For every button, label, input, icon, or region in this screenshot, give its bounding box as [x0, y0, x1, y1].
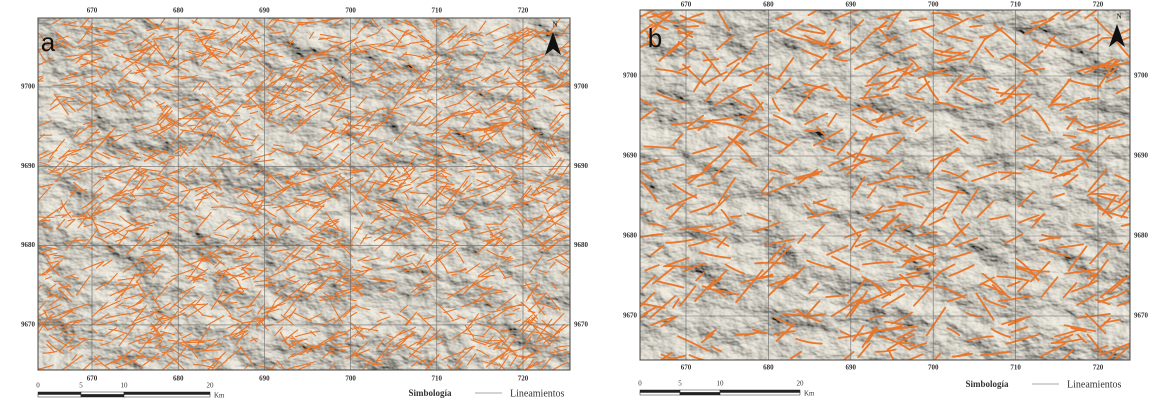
- easting-label: 710: [1010, 364, 1021, 372]
- northing-label: 9670: [1134, 312, 1149, 320]
- northing-label: 9680: [1134, 232, 1149, 240]
- northing-label: 9680: [574, 241, 589, 249]
- easting-label: 690: [259, 375, 270, 383]
- easting-label: 720: [518, 375, 529, 383]
- scale-unit: Km: [804, 390, 815, 398]
- lineaments: [38, 18, 570, 370]
- scale-tick-label: 10: [121, 382, 129, 390]
- easting-label: 690: [259, 7, 270, 15]
- easting-label: 720: [518, 7, 529, 15]
- scale-segment: [679, 389, 721, 393]
- northing-label: 9700: [623, 72, 638, 80]
- hillshade: [640, 10, 1130, 360]
- map-panel: 670 670 680 680 690 690 700 700 710 710 720 720 9700…: [623, 1, 1149, 398]
- easting-label: 690: [846, 364, 857, 372]
- legend-title: Simbología: [408, 388, 452, 398]
- northing-label: 9700: [1134, 72, 1149, 80]
- scale-segment: [719, 389, 801, 393]
- easting-label: 710: [432, 7, 443, 15]
- scale-segment: [80, 394, 125, 398]
- map-frame: [37, 17, 571, 371]
- scale-segment: [639, 392, 681, 396]
- scale-segment: [719, 392, 801, 396]
- map-panel: 670 670 680 680 690 690 700 700 710 710 720 720 9700…: [21, 7, 589, 400]
- map-frame: [639, 9, 1131, 361]
- easting-label: 670: [87, 7, 98, 15]
- scale-tick-label: 10: [717, 380, 725, 388]
- easting-label: 700: [345, 7, 356, 15]
- scale-segment: [123, 394, 211, 398]
- easting-label: 690: [846, 1, 857, 9]
- easting-label: 670: [681, 1, 692, 9]
- easting-label: 700: [928, 364, 939, 372]
- northing-label: 9670: [21, 321, 36, 329]
- easting-label: 720: [1093, 1, 1104, 9]
- easting-label: 700: [928, 1, 939, 9]
- northing-label: 9700: [574, 83, 589, 91]
- scale-tick-label: 20: [797, 380, 805, 388]
- northing-label: 9670: [574, 321, 589, 329]
- northing-label: 9690: [21, 162, 36, 170]
- north-arrow: [545, 32, 561, 55]
- scale-segment: [37, 394, 82, 398]
- lineaments: [640, 10, 1130, 360]
- scale-tick-label: 5: [678, 380, 682, 388]
- north-label: N: [552, 21, 557, 29]
- northing-label: 9670: [623, 312, 638, 320]
- northing-label: 9690: [1134, 152, 1149, 160]
- scale-tick-label: 0: [36, 382, 40, 390]
- easting-label: 710: [432, 375, 443, 383]
- easting-label: 670: [87, 375, 98, 383]
- easting-label: 680: [763, 1, 774, 9]
- north-label: N: [1116, 13, 1121, 21]
- panel-label: a: [41, 27, 56, 57]
- scale-tick-label: 0: [638, 380, 642, 388]
- scale-segment: [679, 392, 721, 396]
- northing-label: 9680: [21, 241, 36, 249]
- northing-label: 9690: [574, 162, 589, 170]
- scale-tick-label: 5: [79, 382, 83, 390]
- scale-segment: [639, 389, 681, 393]
- scale-segment: [80, 391, 125, 395]
- easting-label: 700: [345, 375, 356, 383]
- scale-tick-label: 20: [207, 382, 215, 390]
- northing-label: 9690: [623, 152, 638, 160]
- northing-label: 9700: [21, 83, 36, 91]
- easting-label: 680: [173, 7, 184, 15]
- legend-item: Lineamientos: [1067, 379, 1122, 390]
- easting-label: 710: [1010, 1, 1021, 9]
- easting-label: 670: [681, 364, 692, 372]
- north-arrow: [1109, 24, 1125, 47]
- scale-unit: Km: [214, 392, 225, 400]
- northing-label: 9680: [623, 232, 638, 240]
- legend-title: Simbología: [965, 379, 1009, 389]
- legend-item: Lineamientos: [510, 388, 565, 399]
- scale-segment: [123, 391, 211, 395]
- easting-label: 720: [1093, 364, 1104, 372]
- easting-label: 680: [173, 375, 184, 383]
- easting-label: 680: [763, 364, 774, 372]
- scale-segment: [37, 391, 82, 395]
- panel-label: b: [648, 23, 662, 53]
